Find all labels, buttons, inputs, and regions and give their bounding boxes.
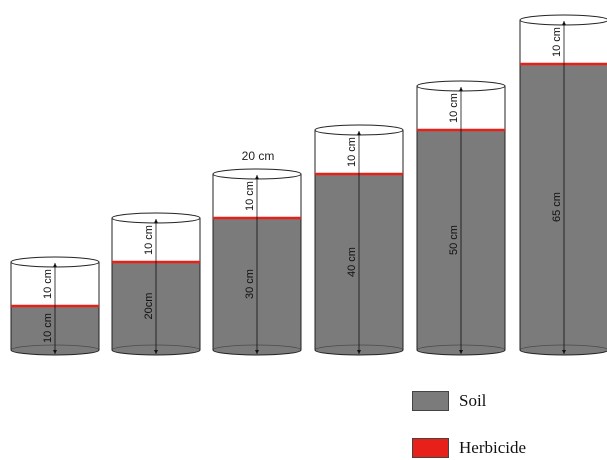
diameter-label: 20 cm xyxy=(242,149,275,163)
empty-depth-label: 10 cm xyxy=(143,225,155,255)
legend-soil-swatch xyxy=(412,391,449,411)
legend-soil-label: Soil xyxy=(459,391,487,410)
soil-depth-label: 10 cm xyxy=(42,313,54,343)
empty-depth-label: 10 cm xyxy=(42,269,54,299)
arrow-head xyxy=(357,131,361,135)
arrow-head xyxy=(53,350,57,354)
soil-depth-label: 65 cm xyxy=(551,192,563,222)
legend-herbicide-swatch xyxy=(412,438,449,458)
bottom-rim-front xyxy=(10,349,100,356)
arrow-head xyxy=(357,350,361,354)
legend-soil: Soil xyxy=(412,391,486,411)
bottom-rim-front xyxy=(212,349,302,356)
bottom-rim-front xyxy=(416,349,506,356)
empty-depth-label: 10 cm xyxy=(448,93,460,123)
legend-herbicide-label: Herbicide xyxy=(459,438,527,457)
soil-fill xyxy=(520,64,607,355)
arrow-head xyxy=(154,219,158,223)
arrow-head xyxy=(562,350,566,354)
bottom-rim-front xyxy=(111,349,201,356)
soil-depth-label: 30 cm xyxy=(244,269,256,299)
arrow-head xyxy=(255,350,259,354)
empty-depth-label: 10 cm xyxy=(346,137,358,167)
empty-depth-label: 10 cm xyxy=(551,27,563,57)
arrow-head xyxy=(53,263,57,267)
legend-herbicide: Herbicide xyxy=(412,438,526,458)
arrow-head xyxy=(459,87,463,91)
arrow-head xyxy=(562,21,566,25)
soil-depth-label: 20cm xyxy=(143,293,155,320)
soil-depth-label: 50 cm xyxy=(448,225,460,255)
bottom-rim-front xyxy=(314,349,404,356)
empty-depth-label: 10 cm xyxy=(244,181,256,211)
arrow-head xyxy=(459,350,463,354)
arrow-head xyxy=(154,350,158,354)
arrow-head xyxy=(255,175,259,179)
bottom-rim-front xyxy=(519,349,607,356)
soil-depth-label: 40 cm xyxy=(346,247,358,277)
